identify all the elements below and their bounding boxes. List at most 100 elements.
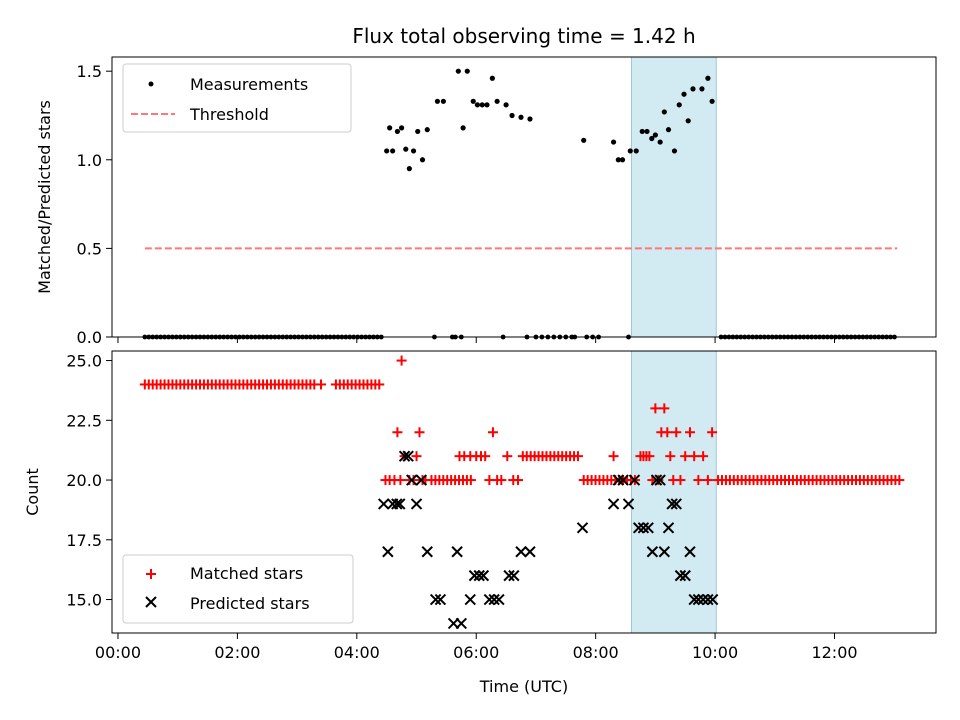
predicted-star-marker	[679, 569, 691, 582]
matched-star-marker	[487, 427, 498, 438]
matched-star-marker	[572, 451, 583, 462]
bottom-xtick-label: 02:00	[214, 643, 260, 662]
predicted-star-marker	[576, 522, 589, 534]
matched-star-marker	[513, 475, 524, 486]
predicted-star-marker	[662, 522, 675, 534]
matched-star-marker	[894, 475, 905, 486]
bottom-panel: 15.0 17.5 20.0 22.5 25.0 00:00 02:00 04:00 06:0…	[23, 350, 937, 696]
matched-star-marker	[502, 451, 513, 462]
bottom-y-axis-label: Count	[23, 468, 42, 516]
predicted-star-marker	[429, 593, 442, 606]
matched-star-marker	[707, 427, 718, 438]
predicted-star-marker	[451, 546, 463, 558]
measurement-point	[639, 128, 645, 135]
predicted-star-marker	[642, 522, 654, 534]
bottom-xtick-label: 04:00	[334, 643, 380, 662]
matched-star-marker	[374, 379, 385, 390]
top-legend-box	[122, 63, 352, 133]
matched-star-marker	[644, 451, 655, 462]
measurement-point	[384, 148, 390, 154]
predicted-star-marker	[697, 593, 709, 606]
matched-star-marker	[496, 475, 507, 486]
predicted-star-marker	[706, 593, 719, 606]
predicted-star-marker	[628, 474, 641, 486]
measurement-point	[518, 114, 524, 120]
measurement-point	[644, 128, 650, 135]
bottom-legend-box	[122, 554, 354, 624]
measurement-point	[494, 98, 500, 104]
measurement-point	[415, 128, 421, 135]
bottom-x-ticks: 00:00 02:00 04:00 06:00 08:00 10:00 12:00	[95, 633, 858, 662]
bottom-xtick-label: 06:00	[453, 643, 499, 662]
top-legend: Measurements Threshold	[122, 63, 352, 133]
predicted-star-marker	[622, 498, 635, 510]
top-axes-frame	[111, 56, 937, 338]
matched-star-marker	[653, 475, 664, 486]
predicted-star-marker	[493, 593, 505, 606]
bottom-ytick-label: 22.5	[66, 411, 102, 430]
predicted-star-marker	[650, 474, 663, 486]
predicted-star-marker	[617, 474, 629, 486]
matched-star-marker	[408, 475, 419, 486]
top-ytick-label: 0.0	[77, 328, 102, 347]
predicted-star-marker	[483, 593, 496, 606]
matched-star-marker	[392, 427, 403, 438]
measurement-point	[671, 148, 678, 154]
predicted-star-marker	[515, 546, 527, 558]
measurement-point	[440, 98, 446, 104]
matched-star-marker	[414, 427, 425, 438]
measurement-point	[424, 127, 430, 133]
predicted-star-marker	[455, 617, 468, 630]
measurement-point	[406, 166, 412, 172]
matched-star-marker	[689, 451, 700, 462]
predicted-star-marker	[415, 474, 428, 486]
measurement-point	[699, 86, 705, 92]
matched-star-marker	[650, 403, 661, 414]
top-panel: 0.0 0.5 1.0 1.5 Matched/Predicted stars Mea…	[35, 56, 937, 347]
measurement-point	[709, 98, 715, 104]
predicted-star-marker	[666, 498, 678, 510]
predicted-star-marker	[692, 593, 705, 606]
top-x-ticks	[117, 337, 835, 343]
predicted-star-marker	[670, 498, 682, 510]
measurement-point	[479, 102, 485, 108]
measurement-point	[474, 102, 481, 108]
matched-star-marker	[662, 427, 673, 438]
predicted-star-marker	[632, 522, 645, 534]
measurement-point	[484, 102, 490, 108]
bottom-x-axis-label: Time (UTC)	[479, 677, 568, 696]
measurement-point	[419, 157, 426, 163]
measurement-point	[649, 135, 655, 142]
matched-star-marker	[675, 475, 686, 486]
bottom-xtick-label: 00:00	[95, 643, 141, 662]
predicted-star-marker	[477, 569, 490, 582]
predicted-star-marker	[377, 498, 390, 510]
bottom-axes-frame	[111, 350, 937, 634]
measurement-point	[509, 112, 515, 119]
measurement-point	[652, 132, 658, 138]
top-highlight-span	[630, 56, 717, 338]
bottom-ytick-label: 20.0	[66, 471, 102, 490]
matched-star-marker	[680, 451, 691, 462]
predicted-star-marker	[684, 546, 696, 558]
measurement-point	[690, 86, 696, 92]
measurement-point	[633, 148, 639, 154]
measurement-point	[581, 137, 587, 143]
measurement-point	[403, 146, 409, 152]
matched-star-marker	[693, 475, 704, 486]
top-ytick-label: 1.5	[77, 62, 102, 81]
predicted-star-marker	[637, 522, 650, 534]
measurement-point	[527, 116, 533, 122]
legend-matched-label: Matched stars	[190, 564, 303, 583]
matched-star-marker	[671, 427, 682, 438]
bottom-ytick-label: 25.0	[66, 352, 102, 371]
bottom-xtick-label: 12:00	[811, 643, 857, 662]
bottom-xtick-label: 08:00	[573, 643, 619, 662]
chart-title: Flux total observing time = 1.42 h	[352, 24, 695, 48]
legend-predicted-marker	[145, 596, 157, 608]
bottom-y-ticks: 15.0 17.5 20.0 22.5 25.0	[66, 352, 112, 610]
measurement-point	[434, 98, 441, 104]
measurement-point	[464, 68, 470, 74]
measurement-point	[470, 98, 476, 104]
